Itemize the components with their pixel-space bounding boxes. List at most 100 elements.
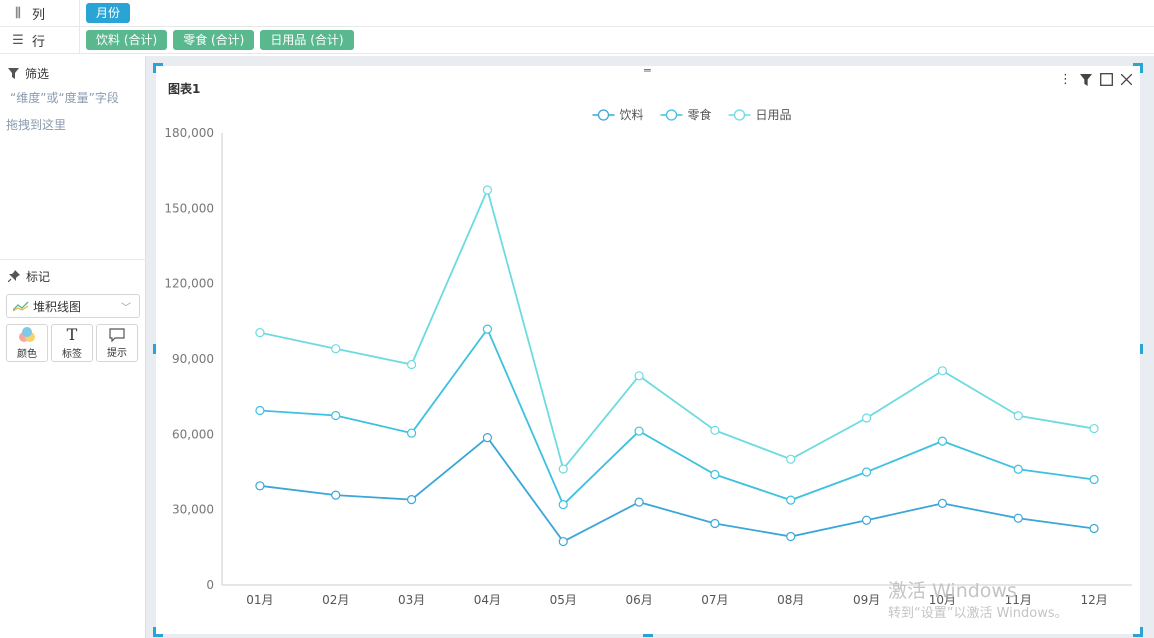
sidebar-divider <box>0 259 146 260</box>
color-icon <box>19 326 35 342</box>
line-chart-icon <box>13 301 29 312</box>
data-point <box>710 518 720 529</box>
legend-label: 日用品 <box>756 108 792 122</box>
data-point <box>786 531 796 542</box>
close-icon[interactable] <box>1121 74 1132 85</box>
pill-snacks[interactable]: 零食 (合计) <box>173 30 255 50</box>
more-icon[interactable]: ⋮ <box>1059 72 1072 87</box>
data-point <box>861 413 872 423</box>
resize-handle-bottom[interactable] <box>643 634 653 637</box>
data-point <box>255 328 265 338</box>
label-button[interactable]: T 标签 <box>51 324 93 362</box>
legend-marker <box>733 109 746 121</box>
data-point <box>482 185 493 195</box>
y-tick-label: 150,000 <box>164 201 214 215</box>
rows-shelf: ☰ 行 饮料 (合计) 零食 (合计) 日用品 (合计) <box>0 27 1154 54</box>
data-point <box>331 344 341 354</box>
resize-handle-tr-v[interactable] <box>1140 63 1143 73</box>
resize-handle-left[interactable] <box>153 344 156 354</box>
data-point <box>937 436 948 446</box>
filter-icon <box>8 67 19 79</box>
data-point <box>937 366 948 376</box>
resize-handle-br-v[interactable] <box>1140 627 1143 637</box>
series-line-2 <box>259 327 1095 507</box>
legend-label: 零食 <box>688 107 712 122</box>
watermark-line2: 转到“设置”以激活 Windows。 <box>888 606 1068 621</box>
canvas-area: ═ 图表1 ⋮ 0 30,000 60,000 90,000 120,000 150,00… <box>146 56 1154 638</box>
chart-title: 图表1 <box>168 82 201 96</box>
pin-icon <box>8 270 20 282</box>
data-point <box>861 515 872 525</box>
y-tick-label: 0 <box>206 578 214 592</box>
data-point <box>406 359 417 370</box>
chart-panel[interactable]: ═ 图表1 ⋮ 0 30,000 60,000 90,000 120,000 150,00… <box>153 63 1143 637</box>
drag-handle-icon[interactable]: ═ <box>644 64 651 77</box>
data-point <box>786 495 796 505</box>
pill-daily[interactable]: 日用品 (合计) <box>260 30 354 50</box>
data-point <box>861 467 872 477</box>
legend-marker <box>665 109 678 121</box>
resize-handle-br[interactable] <box>1133 634 1143 637</box>
data-point <box>482 432 493 443</box>
data-point <box>331 490 341 500</box>
resize-handle-tl[interactable] <box>153 63 163 66</box>
columns-shelf-label: ⫼ 列 <box>0 0 80 26</box>
x-tick-label: 10月 <box>929 593 956 607</box>
data-point <box>710 469 720 480</box>
filter-hint-1: “维度”或“度量”字段 <box>10 91 119 105</box>
panel-toolbar: ⋮ <box>1059 72 1132 87</box>
chevron-down-icon: ﹀ <box>121 303 131 314</box>
data-point <box>1089 523 1099 534</box>
y-tick-label: 60,000 <box>172 427 214 441</box>
series-line-1 <box>259 436 1095 543</box>
data-point <box>406 495 417 505</box>
line-chart: 0 30,000 60,000 90,000 120,000 150,000 180,000… <box>164 107 1132 607</box>
data-point <box>558 500 568 510</box>
resize-handle-bl-v[interactable] <box>153 627 156 637</box>
data-point <box>1089 423 1099 434</box>
data-point <box>255 405 265 416</box>
data-point <box>786 454 796 464</box>
rows-shelf-label: ☰ 行 <box>0 27 80 53</box>
x-tick-label: 08月 <box>777 593 804 607</box>
filter-hint-2[interactable]: 拖拽到这里 <box>6 118 67 132</box>
watermark-line1: 激活 Windows <box>888 580 1017 602</box>
maximize-icon[interactable] <box>1100 73 1113 86</box>
data-point <box>634 426 644 436</box>
y-tick-label: 180,000 <box>164 126 214 140</box>
color-button[interactable]: 颜色 <box>6 324 48 362</box>
x-tick-label: 11月 <box>1005 593 1032 607</box>
data-point <box>331 410 341 421</box>
pill-month[interactable]: 月份 <box>86 3 131 23</box>
data-point <box>558 464 568 474</box>
x-tick-label: 09月 <box>853 593 880 607</box>
tooltip-button[interactable]: 提示 <box>96 324 138 362</box>
pill-drinks[interactable]: 饮料 (合计) <box>86 30 168 50</box>
legend-label: 饮料 <box>620 108 644 122</box>
x-tick-label: 05月 <box>550 593 577 607</box>
x-tick-label: 06月 <box>625 593 652 607</box>
x-tick-label: 01月 <box>246 593 273 607</box>
data-point <box>1013 464 1023 474</box>
tooltip-icon <box>109 327 125 342</box>
columns-icon: ⫼ <box>15 5 21 21</box>
resize-handle-tr[interactable] <box>1133 63 1143 66</box>
columns-shelf: ⫼ 列 月份 <box>0 0 1154 27</box>
filter-icon[interactable] <box>1080 73 1092 86</box>
filter-section-title: 筛选 <box>0 63 49 83</box>
chart-type-select[interactable]: 堆积线图 ﹀ <box>6 294 140 318</box>
x-tick-label: 12月 <box>1080 593 1107 607</box>
sidebar: 筛选 “维度”或“度量”字段 拖拽到这里 标记 堆积线图 ﹀ 颜色 T 标签 提… <box>0 56 146 638</box>
series-line-3 <box>259 187 1095 471</box>
resize-handle-bl[interactable] <box>153 634 163 637</box>
text-icon: T <box>66 324 78 344</box>
data-point <box>634 371 644 381</box>
resize-handle-tl-v[interactable] <box>153 63 156 73</box>
marks-section-title: 标记 <box>0 266 50 286</box>
legend-marker <box>597 109 610 121</box>
x-tick-label: 07月 <box>701 593 728 607</box>
x-tick-label: 03月 <box>398 593 425 607</box>
resize-handle-right[interactable] <box>1140 344 1143 354</box>
data-point <box>634 497 644 507</box>
data-point <box>937 498 948 508</box>
